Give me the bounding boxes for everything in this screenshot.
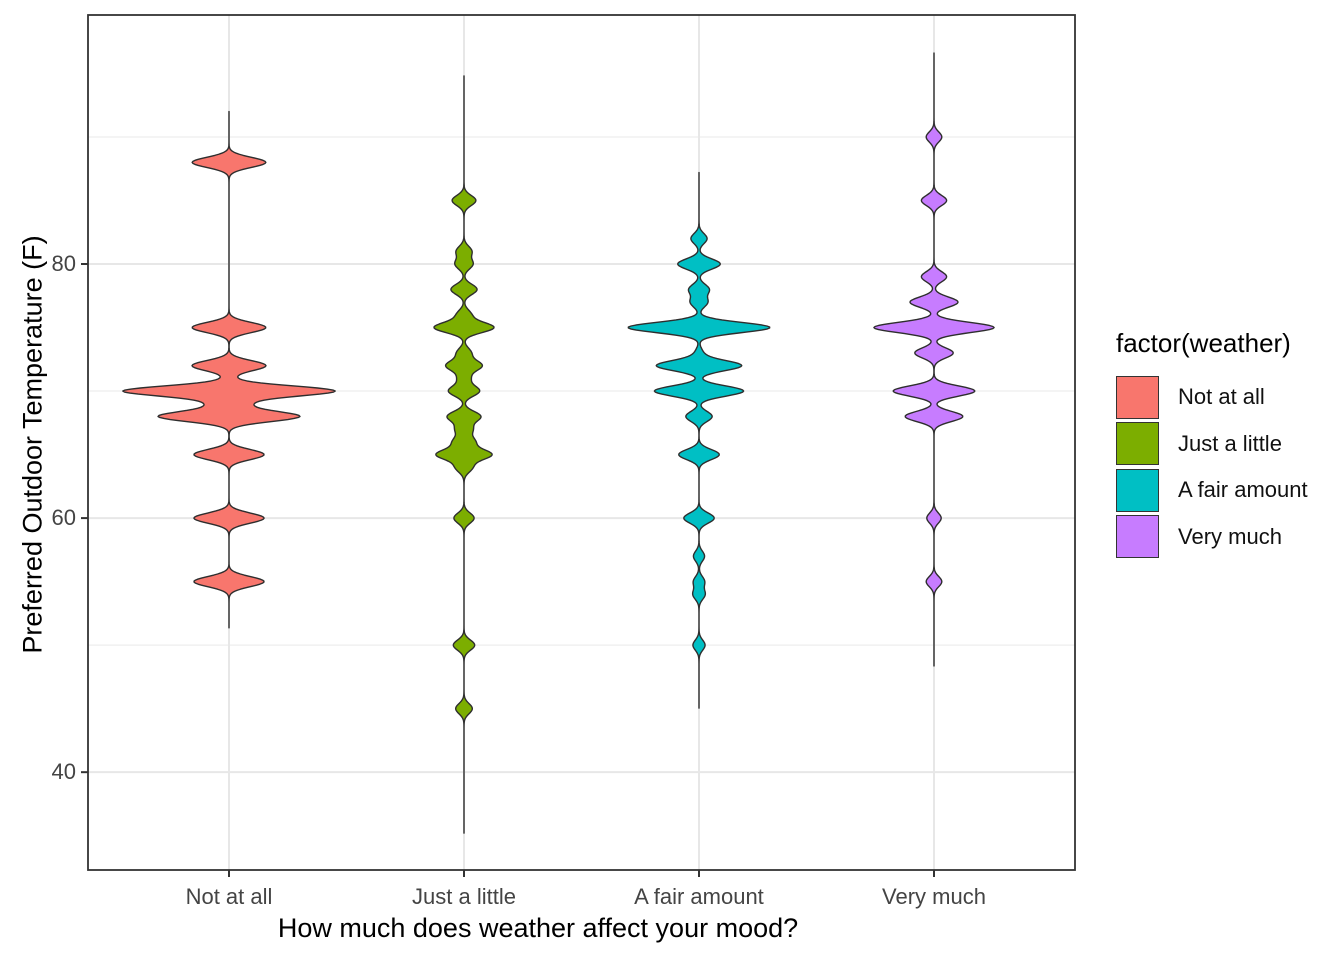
y-tick-label-60: 60 (51, 505, 76, 531)
legend-entry-just-a-little: Just a little (1116, 422, 1308, 466)
legend-label: Not at all (1178, 384, 1265, 409)
legend: factor(weather) Not at all Just a little A… (1116, 328, 1308, 561)
violin-just-a-little (433, 75, 495, 834)
y-tick-label-40: 40 (51, 759, 76, 785)
x-tick-label-a-fair-amount: A fair amount (634, 884, 764, 909)
legend-entries: Not at all Just a little A fair amount Very… (1116, 375, 1308, 559)
violin-a-fair-amount (627, 171, 771, 709)
legend-entry-very-much: Very much (1116, 515, 1308, 559)
legend-label: Just a little (1178, 430, 1282, 456)
legend-swatch (1116, 422, 1159, 465)
legend-swatch (1116, 468, 1159, 512)
violin-very-much (873, 52, 995, 667)
panel-border (87, 14, 1076, 871)
legend-label: Very much (1178, 523, 1282, 549)
legend-title: factor(weather) (1116, 328, 1291, 358)
legend-swatch (1116, 375, 1159, 419)
y-axis-title: Preferred Outdoor Temperature (F) (17, 235, 48, 654)
legend-label: A fair amount (1178, 477, 1308, 502)
violin-not-at-all (122, 110, 336, 629)
legend-entry-not-at-all: Not at all (1116, 375, 1308, 419)
legend-entry-a-fair-amount: A fair amount (1116, 468, 1308, 512)
x-axis-title: How much does weather affect your mood? (277, 913, 799, 943)
y-tick-label-80: 80 (51, 251, 76, 276)
legend-swatch (1116, 515, 1159, 558)
x-tick-label-very-much: Very much (882, 884, 986, 909)
x-tick-label-not-at-all: Not at all (185, 884, 273, 909)
x-tick-label-just-a-little: Just a little (412, 884, 516, 909)
